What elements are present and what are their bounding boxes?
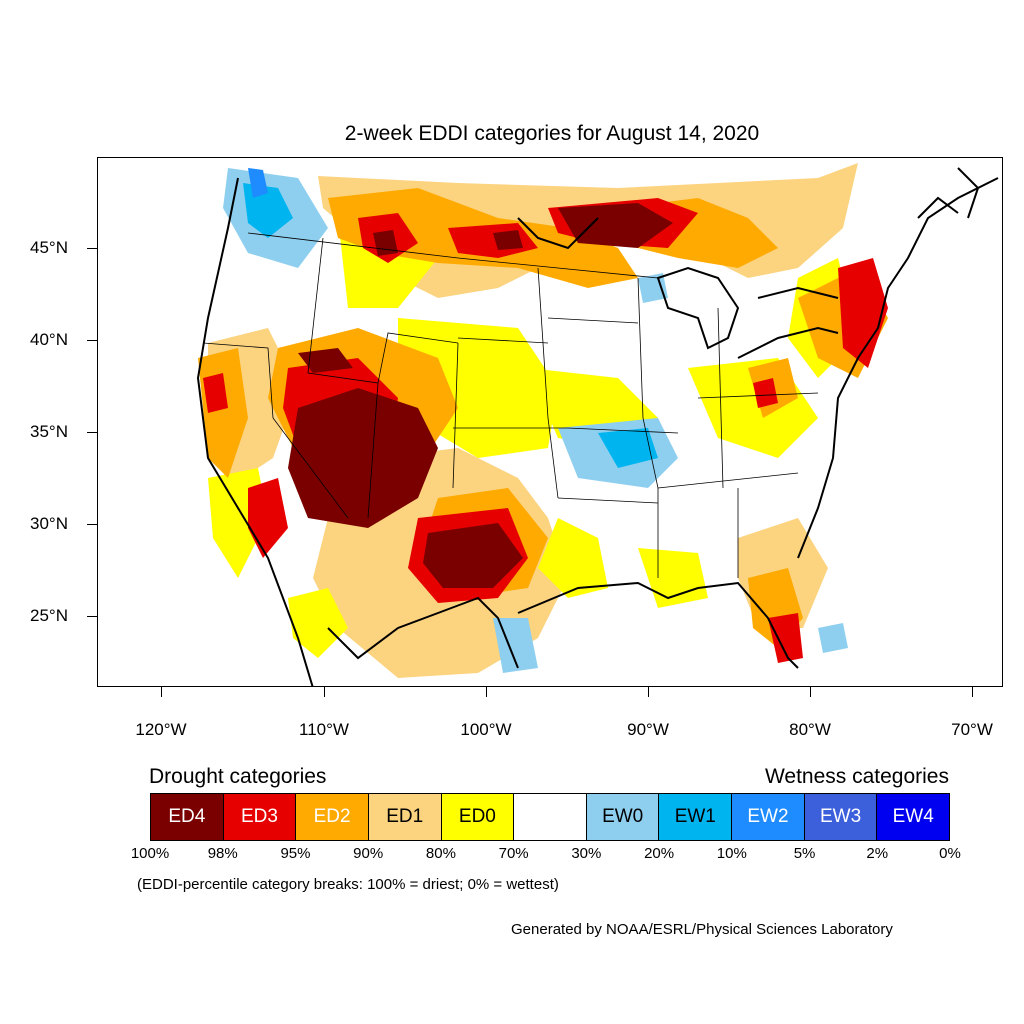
legend-category-ed1: ED1 — [367, 794, 441, 840]
ed4-regions — [288, 203, 673, 588]
ew2-regions — [248, 168, 268, 198]
lon-tick — [810, 687, 812, 697]
percent-break-label: 90% — [353, 845, 384, 862]
map-frame — [97, 157, 1003, 687]
lat-tick — [87, 248, 97, 250]
percent-break-label: 95% — [280, 845, 311, 862]
percent-break-label: 20% — [644, 845, 675, 862]
lat-tick — [87, 524, 97, 526]
map-title: 2-week EDDI categories for August 14, 20… — [344, 122, 760, 145]
lat-label: 45°N — [30, 238, 68, 257]
percent-break-label: 70% — [498, 845, 529, 862]
legend-category-ew2: EW2 — [731, 794, 804, 840]
category-note: (EDDI-percentile category breaks: 100% =… — [137, 876, 559, 893]
lat-label: 35°N — [30, 422, 68, 441]
lon-tick — [324, 687, 326, 697]
legend-category-normal — [513, 794, 586, 840]
percent-break-label: 98% — [207, 845, 238, 862]
legend-category-ed2: ED2 — [295, 794, 368, 840]
lon-tick — [972, 687, 974, 697]
state-boundaries — [202, 232, 819, 578]
lat-label: 40°N — [30, 330, 68, 349]
lon-label: 110°W — [299, 720, 349, 739]
legend-category-ew3: EW3 — [803, 794, 877, 840]
legend-category-ew4: EW4 — [876, 794, 950, 840]
legend-category-ed4: ED4 — [151, 794, 223, 840]
wetness-categories-heading: Wetness categories — [764, 765, 949, 788]
lon-label: 70°W — [951, 720, 993, 739]
percent-break-label: 100% — [130, 845, 170, 862]
lon-tick — [648, 687, 650, 697]
lon-label: 90°W — [627, 720, 669, 739]
percent-break-label: 30% — [571, 845, 602, 862]
percent-break-label: 0% — [939, 845, 961, 862]
percent-break-label: 5% — [793, 845, 816, 862]
category-legend-bar: ED4 ED3 ED2 ED1 ED0 EW0 EW1 EW2 EW3 EW4 — [150, 793, 950, 841]
lon-tick — [486, 687, 488, 697]
coastline — [196, 167, 999, 686]
percent-break-label: 2% — [866, 845, 889, 862]
legend-category-ed3: ED3 — [222, 794, 296, 840]
lon-tick — [161, 687, 163, 697]
lat-tick — [87, 616, 97, 618]
eddi-map — [196, 158, 999, 686]
legend-category-ew0: EW0 — [585, 794, 659, 840]
credit-line: Generated by NOAA/ESRL/Physical Sciences… — [511, 921, 893, 938]
lon-label: 120°W — [135, 720, 187, 739]
legend-category-ew1: EW1 — [658, 794, 732, 840]
lon-label: 80°W — [789, 720, 831, 739]
percent-break-label: 80% — [425, 845, 456, 862]
lat-label: 25°N — [30, 606, 68, 625]
lon-label: 100°W — [460, 720, 512, 739]
lat-label: 30°N — [30, 514, 68, 533]
percent-break-label: 10% — [716, 845, 747, 862]
legend-category-ed0: ED0 — [440, 794, 514, 840]
drought-categories-heading: Drought categories — [149, 765, 327, 788]
lat-tick — [87, 340, 97, 342]
lat-tick — [87, 432, 97, 434]
